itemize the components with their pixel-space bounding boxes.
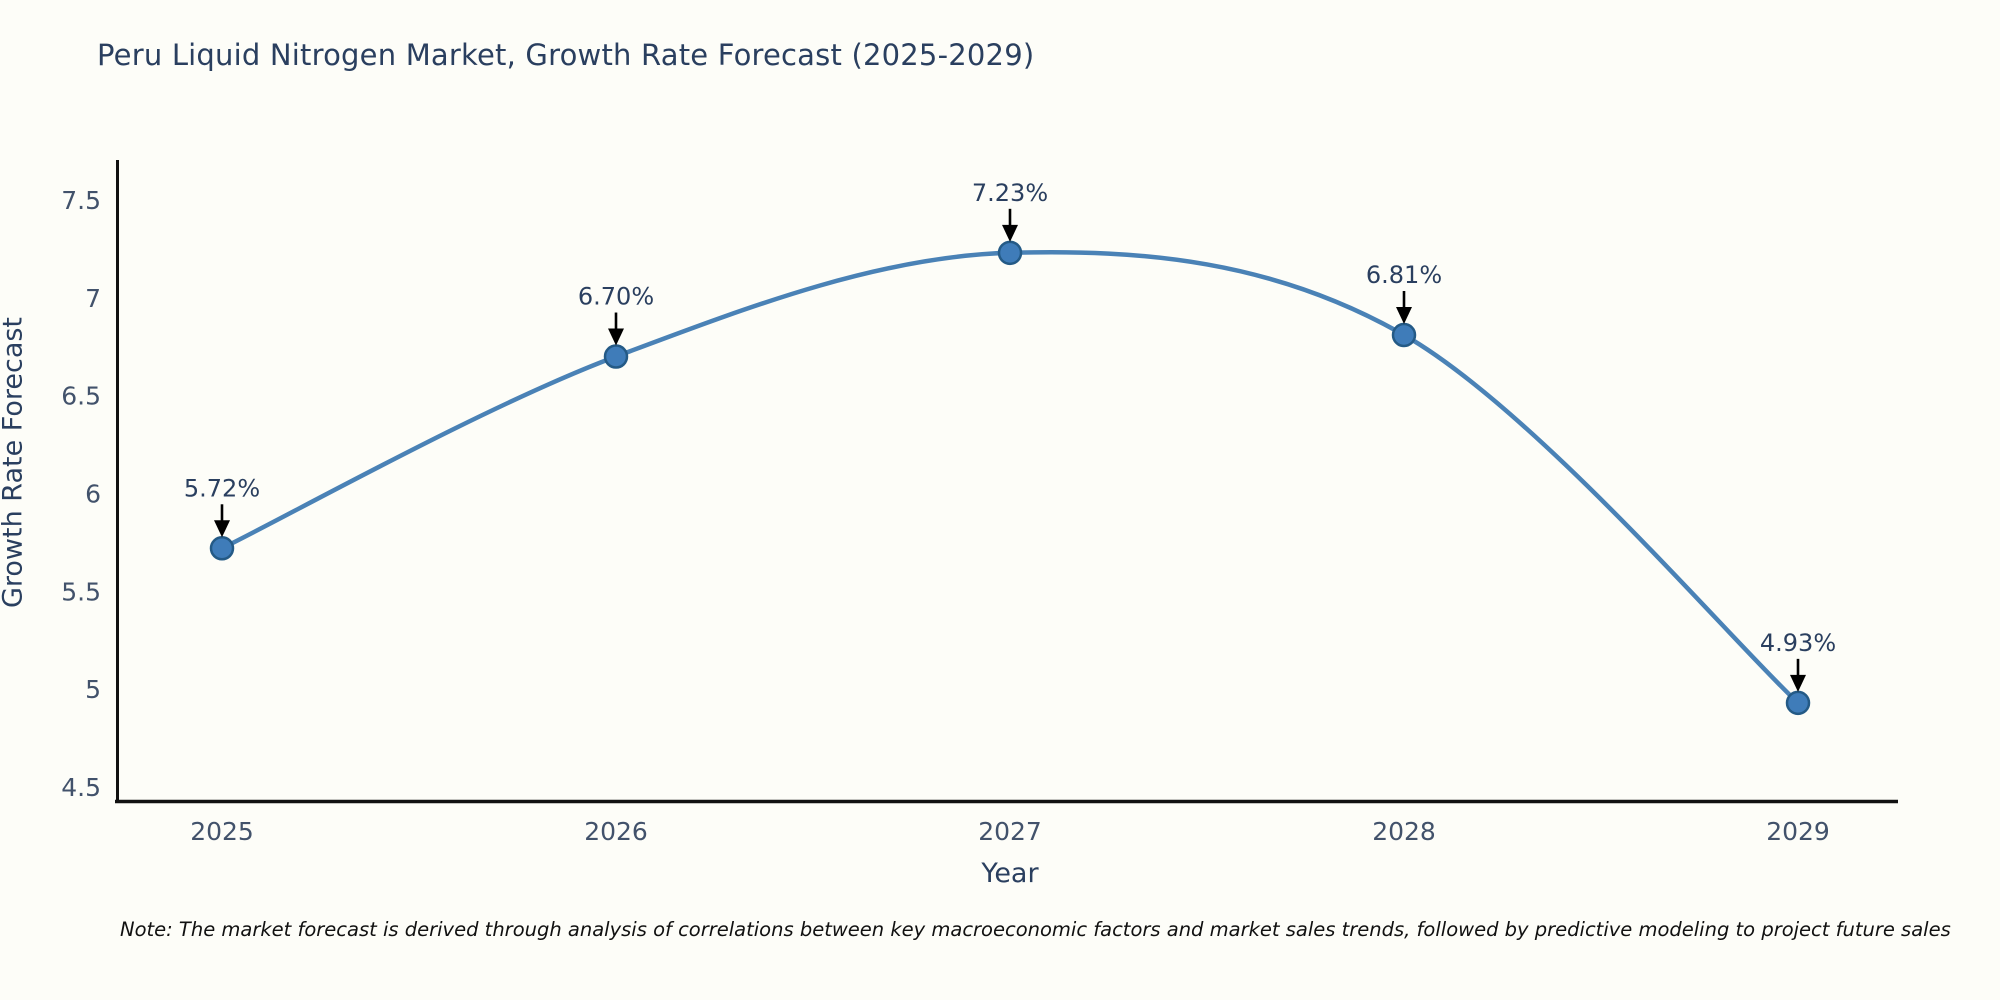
y-tick-label: 5 bbox=[85, 675, 101, 704]
data-point-label: 6.70% bbox=[578, 283, 654, 311]
x-tick-label: 2026 bbox=[584, 817, 648, 846]
y-tick-label: 7 bbox=[85, 284, 101, 313]
chart-title: Peru Liquid Nitrogen Market, Growth Rate… bbox=[97, 38, 1035, 72]
x-tick-label: 2025 bbox=[190, 817, 254, 846]
y-tick-label: 4.5 bbox=[61, 773, 101, 802]
x-axis-title: Year bbox=[981, 858, 1039, 889]
data-point-label: 7.23% bbox=[972, 179, 1048, 207]
series-line bbox=[219, 249, 1801, 706]
data-point-marker bbox=[1391, 322, 1417, 348]
annotation-arrow-head bbox=[608, 328, 624, 346]
footnote: Note: The market forecast is derived thr… bbox=[120, 918, 1951, 941]
annotation-arrow-head bbox=[1002, 224, 1018, 242]
data-point-label: 5.72% bbox=[184, 474, 260, 502]
annotation-arrow-head bbox=[214, 520, 230, 538]
annotation-arrow-head bbox=[1790, 674, 1806, 692]
data-point-marker bbox=[997, 240, 1023, 266]
data-point-marker bbox=[209, 536, 235, 561]
x-tick-label: 2027 bbox=[978, 817, 1042, 846]
x-tick-label: 2028 bbox=[1372, 817, 1436, 846]
y-tick-label: 6.5 bbox=[61, 382, 101, 411]
annotation-arrow-head bbox=[1396, 307, 1412, 325]
data-point-label: 4.93% bbox=[1760, 629, 1836, 657]
data-point-label: 6.81% bbox=[1366, 261, 1442, 289]
y-tick-label: 7.5 bbox=[61, 186, 101, 215]
data-point-marker bbox=[1785, 690, 1811, 716]
x-tick-label: 2029 bbox=[1766, 817, 1830, 846]
y-tick-label: 5.5 bbox=[61, 577, 101, 606]
data-point-marker bbox=[603, 344, 629, 369]
y-tick-label: 6 bbox=[85, 479, 101, 508]
